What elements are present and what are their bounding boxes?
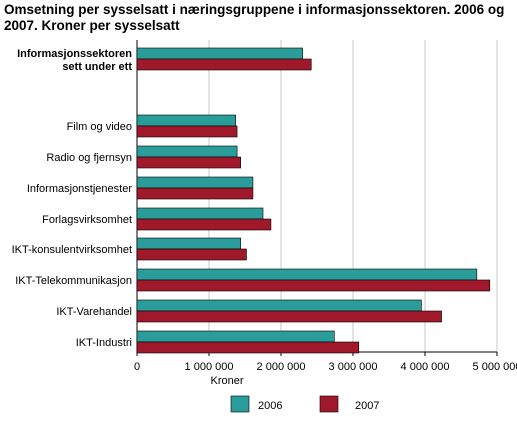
- x-tick-label: 0: [134, 361, 140, 373]
- chart-title: Omsetning per sysselsatt i næringsgruppe…: [4, 2, 505, 33]
- x-tick-label: 3 000 000: [329, 361, 378, 373]
- x-axis-title: Kroner: [210, 375, 243, 387]
- category-label: Informasjonstjenester: [27, 183, 132, 195]
- bar-2006: [136, 176, 254, 189]
- bar-2006: [136, 207, 264, 220]
- category-label: IKT-Varehandel: [56, 306, 132, 318]
- category-label: Informasjonssektoren sett under ett: [17, 48, 132, 73]
- bar-2006: [136, 299, 422, 312]
- category-label: Radio og fjernsyn: [46, 152, 132, 164]
- legend-swatch-2006: [230, 395, 250, 413]
- legend-label-2006: 2006: [258, 400, 282, 412]
- x-tick-label: 2 000 000: [257, 361, 306, 373]
- bar-2007: [136, 125, 238, 138]
- bar-2006: [136, 47, 303, 60]
- category-label: Film og video: [67, 121, 132, 133]
- bar-2006: [136, 330, 335, 343]
- bar-2007: [136, 218, 272, 231]
- x-tick-label: 4 000 000: [401, 361, 450, 373]
- category-label: Forlagsvirksomhet: [42, 214, 132, 226]
- bar-2007: [136, 156, 241, 169]
- bar-2007: [136, 58, 312, 71]
- bar-2007: [136, 248, 247, 261]
- category-label: IKT-Industri: [76, 337, 132, 349]
- bar-2006: [136, 145, 238, 158]
- bar-2006: [136, 268, 478, 281]
- legend-label-2007: 2007: [355, 400, 379, 412]
- bar-2007: [136, 310, 442, 323]
- bar-2007: [136, 187, 254, 200]
- legend-swatch-2007: [319, 395, 339, 413]
- category-label: IKT-konsulentvirksomhet: [12, 244, 132, 256]
- category-label: IKT-Telekommunikasjon: [15, 275, 132, 287]
- x-tick-label: 5 000 000: [473, 361, 517, 373]
- bar-2007: [136, 279, 491, 292]
- bar-2006: [136, 114, 236, 127]
- bar-2007: [136, 341, 360, 354]
- bar-2006: [136, 237, 241, 250]
- x-tick-label: 1 000 000: [185, 361, 234, 373]
